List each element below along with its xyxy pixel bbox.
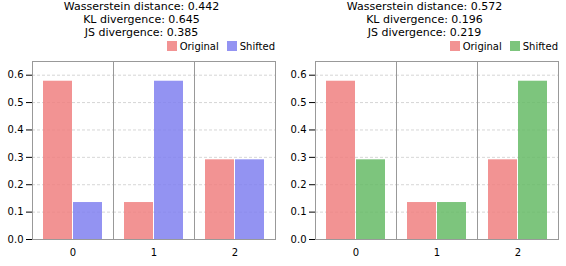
svg-text:0.0: 0.0 — [291, 234, 307, 245]
svg-text:1: 1 — [151, 247, 157, 258]
svg-text:0.5: 0.5 — [8, 97, 24, 108]
svg-text:0: 0 — [353, 247, 359, 258]
svg-text:2: 2 — [232, 247, 238, 258]
svg-text:0.3: 0.3 — [8, 152, 24, 163]
svg-text:0.6: 0.6 — [291, 69, 307, 80]
svg-text:0.5: 0.5 — [291, 97, 307, 108]
svg-text:0: 0 — [70, 247, 76, 258]
svg-text:0.1: 0.1 — [291, 206, 307, 217]
html-text:Wasserstein distance: 0.572 KL: Wasserstein distance: 0.572 KL divergenc… — [346, 0, 503, 39]
svg-text:2: 2 — [515, 247, 521, 258]
svg-text:0.2: 0.2 — [8, 179, 24, 190]
svg-text:1: 1 — [434, 247, 440, 258]
svg-text:0.6: 0.6 — [8, 69, 24, 80]
svg-text:0.3: 0.3 — [291, 152, 307, 163]
html-text:Shifted: Shifted — [239, 41, 275, 52]
html-text:Original: Original — [179, 41, 219, 52]
svg-text:0.1: 0.1 — [8, 206, 24, 217]
svg-text:0.0: 0.0 — [8, 234, 24, 245]
svg-text:0.2: 0.2 — [291, 179, 307, 190]
svg-text:0.4: 0.4 — [8, 124, 24, 135]
html-text:Wasserstein distance: 0.442 KL: Wasserstein distance: 0.442 KL divergenc… — [63, 0, 220, 39]
html-text:Shifted: Shifted — [522, 41, 558, 52]
html-text:Original: Original — [462, 41, 502, 52]
svg-text:0.4: 0.4 — [291, 124, 307, 135]
